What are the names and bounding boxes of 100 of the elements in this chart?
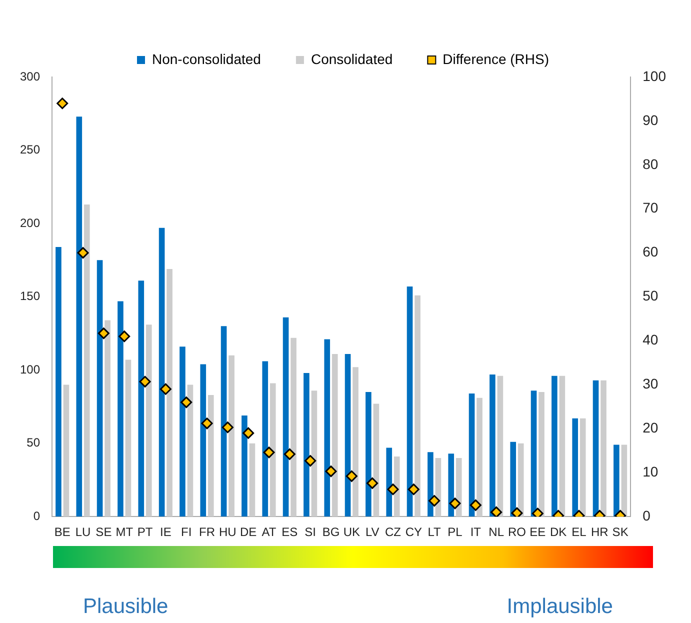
bar [366, 392, 372, 517]
bar [324, 339, 330, 517]
point [98, 328, 110, 340]
point [139, 376, 151, 388]
point [470, 499, 482, 511]
bar [386, 448, 392, 517]
y2-tick-label: 90 [642, 112, 658, 128]
bar [344, 354, 351, 517]
bar [352, 367, 358, 517]
bar [530, 390, 537, 517]
bar [332, 354, 338, 517]
y2-tick-label: 20 [642, 420, 658, 436]
bar [63, 384, 70, 517]
y2-tick-label: 30 [642, 376, 658, 392]
y2-tick-label: 0 [642, 507, 651, 524]
x-tick-label: BE [54, 525, 70, 540]
point [56, 98, 68, 110]
legend-label: Difference (RHS) [442, 50, 550, 67]
bar [84, 204, 90, 517]
point [201, 418, 213, 430]
bar [592, 380, 599, 517]
x-tick-label: DE [240, 525, 257, 540]
point [180, 396, 192, 408]
point [304, 455, 316, 467]
y-tick-label: 150 [20, 289, 40, 304]
bar [559, 376, 566, 517]
x-tick-label: FI [181, 525, 192, 540]
bar [304, 373, 310, 517]
legend-label: Consolidated [310, 50, 393, 67]
point [263, 446, 275, 458]
bar [208, 394, 214, 517]
y-tick-label: 250 [20, 142, 40, 157]
bar [414, 295, 420, 517]
point [77, 247, 89, 259]
text: Plausible [83, 595, 168, 619]
point [408, 484, 420, 496]
y-tick-label: 0 [33, 508, 40, 523]
bar [572, 418, 578, 517]
point [428, 495, 440, 507]
bar [600, 380, 606, 517]
legend-label: Non-consolidated [152, 50, 261, 67]
bar [56, 246, 62, 517]
bar [476, 398, 482, 517]
x-tick-label: SI [304, 525, 316, 540]
bar [282, 317, 289, 517]
bar [76, 116, 82, 517]
bar [373, 404, 380, 517]
bar [552, 376, 558, 517]
point [118, 330, 130, 342]
bar [220, 326, 227, 517]
bar [118, 301, 124, 517]
point [366, 477, 378, 489]
x-tick-label: CZ [384, 525, 401, 540]
x-tick-label: IE [160, 525, 172, 540]
x-tick-label: ES [282, 525, 298, 540]
point [284, 448, 296, 460]
y-tick-label: 50 [26, 436, 40, 450]
x-tick-label: LV [365, 525, 380, 540]
y2-tick-label: 100 [642, 68, 666, 84]
bar [290, 338, 296, 517]
y2-tick-label: 50 [642, 288, 658, 304]
x-tick-label: AT [262, 525, 277, 540]
y2-tick-label: 60 [642, 244, 658, 260]
bar [180, 346, 186, 517]
x-tick-label: FR [199, 525, 216, 540]
bar [468, 394, 475, 517]
x-tick-label: PL [448, 525, 463, 540]
x-tick-label: MT [116, 525, 134, 540]
point [242, 427, 254, 439]
x-tick-label: NL [488, 525, 504, 540]
bar [104, 320, 110, 517]
point [160, 383, 172, 395]
text: Implausible [506, 595, 613, 619]
y2-tick-label: 10 [642, 464, 658, 480]
bar [580, 418, 586, 517]
bar [125, 360, 132, 517]
x-tick-label: CY [405, 525, 422, 540]
bar [200, 364, 206, 517]
y-tick-label: 100 [20, 362, 40, 376]
bar [262, 361, 268, 517]
point [325, 466, 337, 478]
bar [138, 280, 144, 517]
x-tick-label: IT [470, 525, 482, 540]
bar [538, 392, 544, 517]
bar [490, 374, 496, 517]
bar [394, 456, 400, 517]
point [490, 506, 502, 517]
bar [621, 444, 628, 517]
bar [228, 355, 234, 517]
x-tick-label: DK [550, 525, 567, 540]
y2-tick-label: 40 [642, 332, 658, 348]
x-tick-label: EL [572, 525, 587, 540]
bar [166, 268, 172, 517]
x-tick-label: SK [612, 525, 628, 540]
x-tick-label: LT [428, 525, 442, 540]
point [222, 422, 234, 434]
bar [518, 443, 524, 517]
x-tick-label: SE [96, 525, 112, 540]
x-tick-label: UK [343, 525, 360, 540]
bar [510, 442, 516, 517]
